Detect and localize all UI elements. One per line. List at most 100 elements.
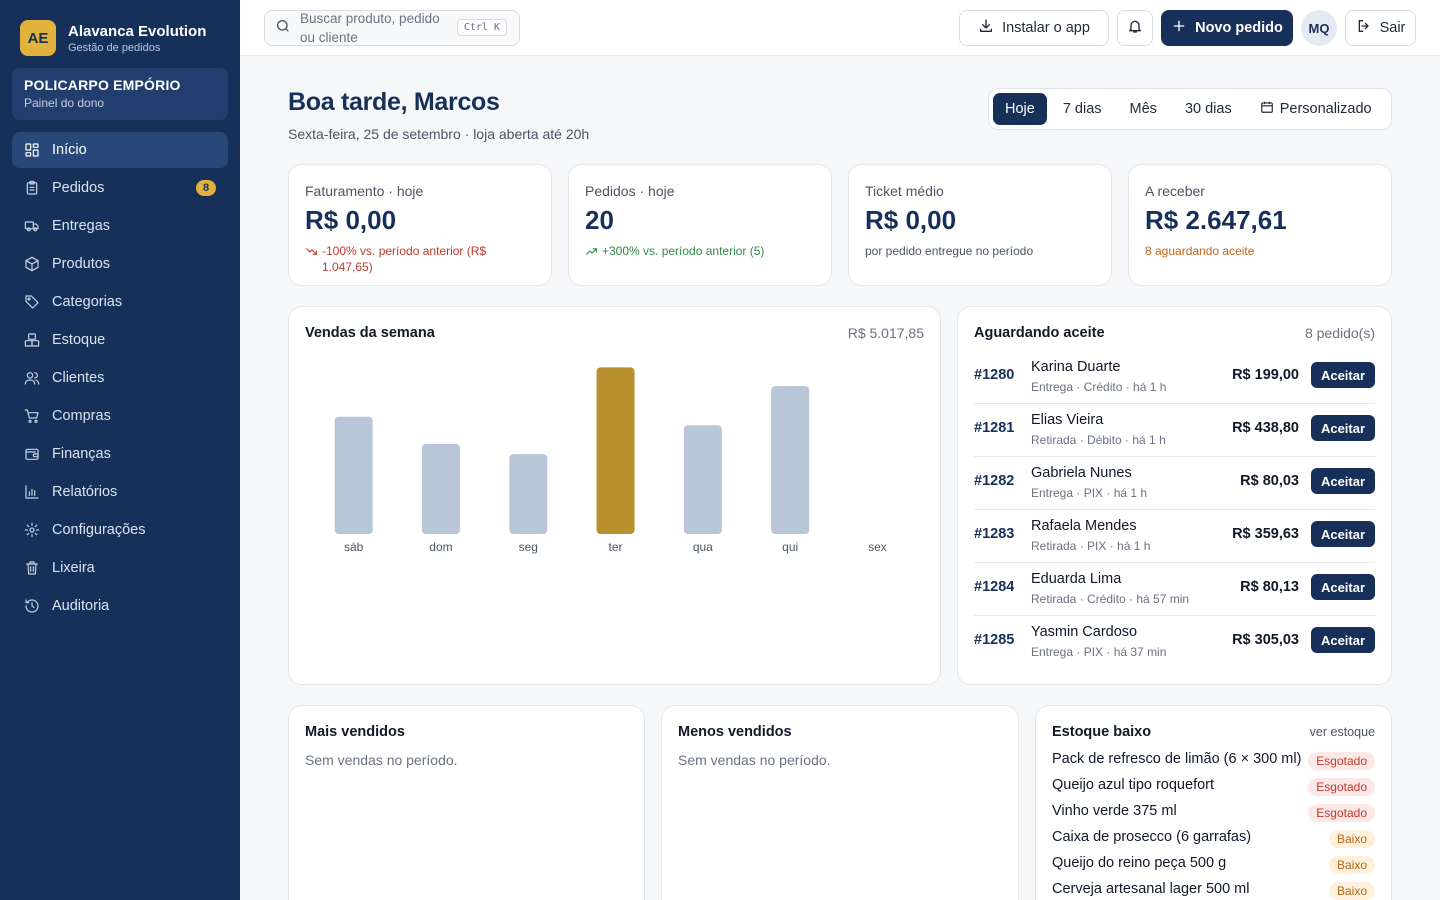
brand[interactable]: AE Alavanca Evolution Gestão de pedidos bbox=[20, 20, 206, 56]
download-icon bbox=[978, 18, 994, 38]
sidebar-item-financas[interactable]: Finanças bbox=[12, 436, 228, 472]
stock-item-name: Queijo do reino peça 500 g bbox=[1052, 855, 1227, 871]
kpi-label: Pedidos · hoje bbox=[585, 183, 675, 199]
order-row[interactable]: #1282 Gabriela Nunes Entrega · PIX · há … bbox=[974, 457, 1375, 510]
kpi-value: R$ 0,00 bbox=[865, 205, 957, 235]
sidebar-item-clientes[interactable]: Clientes bbox=[12, 360, 228, 396]
chart-tick-label: qua bbox=[693, 540, 713, 554]
list-item[interactable]: Queijo azul tipo roquefort Esgotado bbox=[1052, 774, 1375, 800]
sidebar-item-estoque[interactable]: Estoque bbox=[12, 322, 228, 358]
orders-count-badge: 8 bbox=[196, 180, 216, 196]
sidebar-item-categorias[interactable]: Categorias bbox=[12, 284, 228, 320]
range-today[interactable]: Hoje bbox=[993, 93, 1047, 125]
accept-order-button[interactable]: Aceitar bbox=[1311, 574, 1375, 600]
kpi-trend-text: +300% vs. período anterior (5) bbox=[602, 244, 765, 258]
tag-icon bbox=[24, 294, 40, 310]
accept-order-button[interactable]: Aceitar bbox=[1311, 415, 1375, 441]
sidebar-item-relatorios[interactable]: Relatórios bbox=[12, 474, 228, 510]
card-title: Menos vendidos bbox=[678, 724, 792, 740]
accept-order-button[interactable]: Aceitar bbox=[1311, 362, 1375, 388]
list-item[interactable]: Cerveja artesanal lager 500 ml Baixo bbox=[1052, 878, 1375, 900]
order-id: #1284 bbox=[974, 579, 1015, 595]
search-placeholder: Buscar produto, pedido ou cliente bbox=[300, 11, 440, 45]
chart-tick-label: sex bbox=[868, 540, 887, 554]
order-row[interactable]: #1280 Karina Duarte Entrega · Crédito · … bbox=[974, 351, 1375, 404]
chart-bar-qua bbox=[683, 425, 722, 534]
notifications-button[interactable] bbox=[1117, 10, 1153, 46]
sales-week-total: R$ 5.017,85 bbox=[847, 325, 924, 341]
store-selector[interactable]: POLICARPO EMPÓRIO Painel do dono bbox=[12, 68, 228, 120]
install-app-label: Instalar o app bbox=[1002, 20, 1090, 36]
kpi-label: A receber bbox=[1145, 183, 1205, 199]
list-item[interactable]: Caixa de prosecco (6 garrafas) Baixo bbox=[1052, 826, 1375, 852]
order-meta: Retirada · Débito · há 1 h bbox=[1031, 433, 1166, 447]
kpi-receivable-card: A receber R$ 2.647,61 8 aguardando aceit… bbox=[1128, 164, 1392, 286]
date-range-selector: Hoje 7 dias Mês 30 dias Personalizado bbox=[988, 88, 1392, 130]
logout-button[interactable]: Sair bbox=[1345, 10, 1416, 46]
sidebar-item-pedidos[interactable]: Pedidos 8 bbox=[12, 170, 228, 206]
avatar[interactable]: MQ bbox=[1301, 10, 1337, 46]
order-meta: Entrega · PIX · há 1 h bbox=[1031, 486, 1148, 500]
search-shortcut: Ctrl K bbox=[456, 19, 507, 36]
list-item[interactable]: Pack de refresco de limão (6 × 300 ml) E… bbox=[1052, 748, 1375, 774]
range-30-days[interactable]: 30 dias bbox=[1184, 101, 1232, 117]
range-custom[interactable]: Personalizado bbox=[1248, 93, 1384, 125]
bell-icon bbox=[1127, 18, 1143, 38]
sidebar-item-compras[interactable]: Compras bbox=[12, 398, 228, 434]
range-month[interactable]: Mês bbox=[1129, 101, 1157, 117]
order-row[interactable]: #1284 Eduarda Lima Retirada · Crédito · … bbox=[974, 563, 1375, 616]
sidebar-item-produtos[interactable]: Produtos bbox=[12, 246, 228, 282]
pending-orders-card: Aguardando aceite 8 pedido(s) #1280 Kari… bbox=[957, 306, 1392, 685]
brand-name: Alavanca Evolution bbox=[68, 22, 207, 40]
order-row[interactable]: #1281 Elias Vieira Retirada · Débito · h… bbox=[974, 404, 1375, 457]
list-item[interactable]: Vinho verde 375 ml Esgotado bbox=[1052, 800, 1375, 826]
sidebar-item-label: Início bbox=[52, 142, 87, 158]
accept-order-button[interactable]: Aceitar bbox=[1311, 521, 1375, 547]
list-item[interactable]: Queijo do reino peça 500 g Baixo bbox=[1052, 852, 1375, 878]
kpi-sub: 8 aguardando aceite bbox=[1145, 244, 1255, 258]
install-app-button[interactable]: Instalar o app bbox=[959, 10, 1109, 46]
sidebar-item-label: Relatórios bbox=[52, 484, 118, 500]
sidebar-item-inicio[interactable]: Início bbox=[12, 132, 228, 168]
sidebar-item-label: Categorias bbox=[52, 294, 123, 310]
order-price: R$ 80,03 bbox=[1240, 473, 1299, 489]
sidebar-item-label: Clientes bbox=[52, 370, 105, 386]
status-badge: Esgotado bbox=[1308, 752, 1375, 770]
kpi-label: Ticket médio bbox=[865, 183, 944, 199]
accept-order-button[interactable]: Aceitar bbox=[1311, 468, 1375, 494]
sidebar-item-auditoria[interactable]: Auditoria bbox=[12, 588, 228, 624]
order-row[interactable]: #1285 Yasmin Cardoso Entrega · PIX · há … bbox=[974, 616, 1375, 669]
new-order-button[interactable]: Novo pedido bbox=[1161, 10, 1293, 46]
stock-item-name: Pack de refresco de limão (6 × 300 ml) bbox=[1052, 751, 1302, 767]
range-7-days[interactable]: 7 dias bbox=[1062, 101, 1102, 117]
order-row[interactable]: #1283 Rafaela Mendes Retirada · PIX · há… bbox=[974, 510, 1375, 563]
order-id: #1282 bbox=[974, 473, 1015, 489]
trend-up-icon bbox=[585, 243, 598, 262]
empty-state: Sem vendas no período. bbox=[305, 752, 458, 768]
sidebar-item-lixeira[interactable]: Lixeira bbox=[12, 550, 228, 586]
kpi-value: R$ 0,00 bbox=[305, 205, 397, 235]
users-icon bbox=[24, 370, 40, 386]
view-stock-link[interactable]: ver estoque bbox=[1309, 725, 1375, 739]
truck-icon bbox=[24, 218, 40, 234]
kpi-sub: por pedido entregue no período bbox=[865, 244, 1034, 258]
store-subtitle: Painel do dono bbox=[24, 96, 105, 110]
gear-icon bbox=[24, 522, 40, 538]
low-stock-card: Estoque baixo ver estoque Pack de refres… bbox=[1035, 705, 1392, 900]
sidebar-item-configuracoes[interactable]: Configurações bbox=[12, 512, 228, 548]
best-sellers-card: Mais vendidos Sem vendas no período. bbox=[288, 705, 645, 900]
order-price: R$ 199,00 bbox=[1232, 367, 1299, 383]
search-icon bbox=[275, 18, 291, 39]
order-id: #1281 bbox=[974, 420, 1015, 436]
search-input[interactable]: Buscar produto, pedido ou cliente Ctrl K bbox=[264, 10, 520, 46]
pending-count: 8 pedido(s) bbox=[1304, 325, 1375, 341]
accept-order-button[interactable]: Aceitar bbox=[1311, 627, 1375, 653]
kpi-trend: +300% vs. período anterior (5) bbox=[585, 243, 815, 262]
sidebar-item-entregas[interactable]: Entregas bbox=[12, 208, 228, 244]
sidebar-item-label: Lixeira bbox=[52, 560, 95, 576]
order-price: R$ 359,63 bbox=[1232, 526, 1299, 542]
home-grid-icon bbox=[24, 142, 40, 158]
brand-logo: AE bbox=[20, 20, 56, 56]
stock-item-name: Caixa de prosecco (6 garrafas) bbox=[1052, 829, 1252, 845]
order-price: R$ 305,03 bbox=[1232, 632, 1299, 648]
